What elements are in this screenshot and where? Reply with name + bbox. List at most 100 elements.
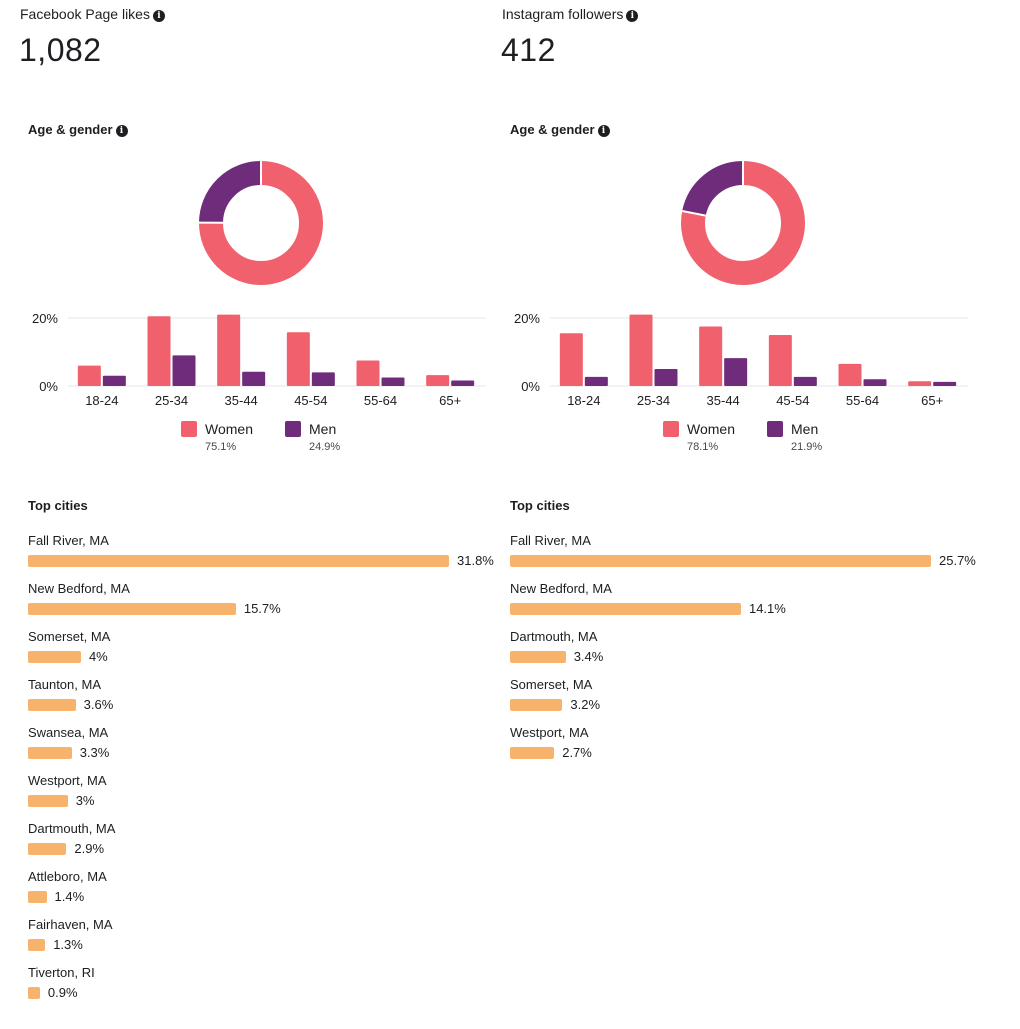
x-tick-label: 35-44	[707, 393, 740, 408]
city-bar[interactable]	[28, 795, 68, 807]
bar-women-18-24[interactable]	[559, 333, 583, 386]
bar-men-65+[interactable]	[933, 381, 957, 386]
x-tick-label: 35-44	[225, 393, 258, 408]
city-row: Somerset, MA 3.2%	[510, 676, 980, 724]
city-name: Taunton, MA	[28, 677, 101, 692]
y-tick-label: 0%	[39, 379, 58, 394]
metric-value: 412	[501, 32, 556, 68]
legend-swatch-women	[663, 421, 679, 437]
info-icon[interactable]: i	[597, 125, 610, 137]
bar-men-55-64[interactable]	[381, 377, 405, 387]
bar-men-45-54[interactable]	[311, 372, 335, 386]
city-row: New Bedford, MA 15.7%	[28, 580, 498, 628]
bar-women-35-44[interactable]	[699, 326, 723, 387]
age-gender-bar-chart: 20% 0% 18-24 25-34 35-44 45-54 55-64 65+	[32, 311, 486, 408]
city-row: Westport, MA 2.7%	[510, 724, 980, 772]
city-name: New Bedford, MA	[28, 581, 130, 596]
city-bar[interactable]	[28, 555, 449, 567]
city-name: Fall River, MA	[28, 533, 109, 548]
city-name: Westport, MA	[28, 773, 107, 788]
legend: Women 75.1% Men 24.9%	[0, 420, 480, 460]
info-icon[interactable]: i	[626, 10, 639, 22]
city-bar[interactable]	[510, 603, 741, 615]
city-row: New Bedford, MA 14.1%	[510, 580, 980, 628]
bar-women-25-34[interactable]	[629, 314, 653, 386]
legend-swatch-women	[181, 421, 197, 437]
bar-men-25-34[interactable]	[654, 369, 678, 386]
bar-women-65+[interactable]	[908, 381, 932, 386]
city-pct: 1.4%	[54, 889, 85, 904]
city-bar[interactable]	[28, 843, 67, 855]
gender-donut-chart	[681, 161, 805, 285]
city-bar[interactable]	[510, 699, 563, 711]
instagram-panel: Instagram followers i 412 Age & gender i 2…	[482, 0, 976, 1029]
city-bar[interactable]	[28, 651, 81, 663]
bar-women-25-34[interactable]	[147, 316, 171, 386]
bar-men-35-44[interactable]	[242, 371, 266, 386]
gender-donut-chart	[198, 161, 323, 285]
x-tick-label: 25-34	[155, 393, 188, 408]
city-bar[interactable]	[28, 891, 47, 903]
metric-label-text: Facebook Page likes	[20, 6, 150, 22]
bar-women-55-64[interactable]	[838, 363, 862, 386]
info-icon[interactable]: i	[152, 10, 165, 22]
bar-men-55-64[interactable]	[863, 379, 887, 386]
info-icon[interactable]: i	[115, 125, 128, 137]
city-bar[interactable]	[28, 747, 72, 759]
x-tick-label: 65+	[439, 393, 461, 408]
city-name: Somerset, MA	[510, 677, 593, 692]
legend-name: Women	[687, 421, 735, 437]
city-name: Tiverton, RI	[28, 965, 95, 980]
legend-swatch-men	[285, 421, 301, 437]
city-row: Fairhaven, MA 1.3%	[28, 916, 498, 964]
city-name: Westport, MA	[510, 725, 589, 740]
metric-value: 1,082	[19, 32, 102, 68]
bar-men-45-54[interactable]	[793, 376, 817, 386]
bar-women-35-44[interactable]	[217, 314, 241, 386]
legend-pct: 78.1%	[687, 441, 719, 453]
city-name: New Bedford, MA	[510, 581, 612, 596]
legend-swatch-men	[767, 421, 783, 437]
bar-men-65+[interactable]	[451, 380, 475, 386]
city-name: Fairhaven, MA	[28, 917, 113, 932]
top-cities-list: Fall River, MA 25.7% New Bedford, MA 14.1% D…	[510, 532, 980, 772]
city-row: Westport, MA 3%	[28, 772, 498, 820]
bar-women-45-54[interactable]	[286, 332, 310, 386]
city-row: Dartmouth, MA 3.4%	[510, 628, 980, 676]
facebook-panel: Facebook Page likes i 1,082 Age & gender i…	[0, 0, 494, 1029]
bar-women-45-54[interactable]	[768, 335, 792, 386]
city-name: Swansea, MA	[28, 725, 109, 740]
donut-separator	[681, 210, 706, 217]
bar-men-18-24[interactable]	[584, 376, 608, 386]
city-row: Swansea, MA 3.3%	[28, 724, 498, 772]
bar-women-55-64[interactable]	[356, 360, 380, 387]
city-bar[interactable]	[510, 555, 931, 567]
city-bar[interactable]	[28, 603, 236, 615]
bar-women-65+[interactable]	[426, 375, 450, 386]
city-name: Attleboro, MA	[28, 869, 107, 884]
x-tick-label: 65+	[921, 393, 943, 408]
city-bar[interactable]	[28, 699, 76, 711]
city-bar[interactable]	[28, 939, 46, 951]
metric-label: Instagram followers i	[502, 6, 639, 22]
city-pct: 2.7%	[562, 745, 592, 760]
bar-men-25-34[interactable]	[172, 355, 196, 386]
y-tick-label: 20%	[514, 311, 540, 326]
city-row: Tiverton, RI 0.9%	[28, 964, 498, 1012]
legend-name: Men	[791, 421, 819, 437]
x-tick-label: 45-54	[294, 393, 327, 408]
bar-men-35-44[interactable]	[724, 358, 748, 386]
bar-women-18-24[interactable]	[77, 365, 101, 386]
x-tick-label: 18-24	[85, 393, 118, 408]
city-pct: 3.2%	[570, 697, 601, 712]
city-pct: 3.4%	[573, 649, 604, 664]
city-name: Dartmouth, MA	[510, 629, 598, 644]
age-gender-title-text: Age & gender	[510, 122, 595, 137]
metric-label-text: Instagram followers	[502, 6, 624, 22]
city-bar[interactable]	[28, 987, 40, 999]
city-bar[interactable]	[510, 747, 555, 759]
bar-men-18-24[interactable]	[102, 375, 126, 386]
legend-name: Men	[309, 421, 337, 437]
legend-pct: 75.1%	[205, 441, 237, 453]
city-bar[interactable]	[510, 651, 566, 663]
